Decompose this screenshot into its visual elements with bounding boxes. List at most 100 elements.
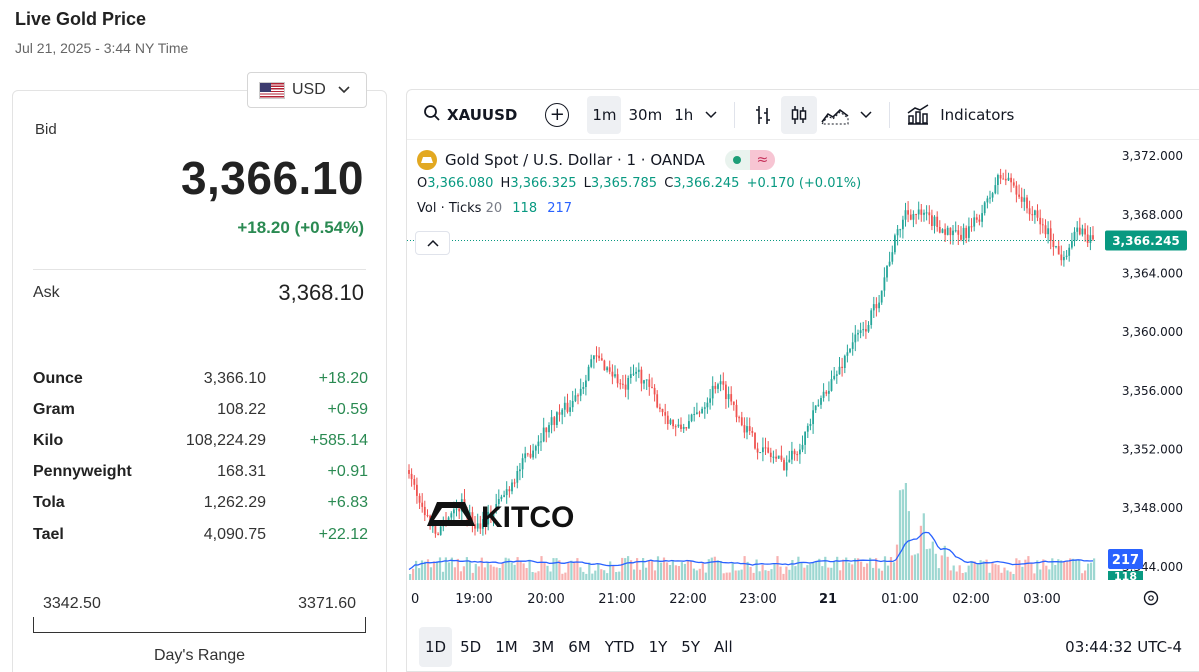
- range-ytd[interactable]: YTD: [604, 637, 635, 656]
- candle-body: [946, 227, 949, 235]
- unit-change: +6.83: [327, 494, 368, 512]
- price-chart[interactable]: 3,372.000 3,368.000 3,364.000 3,360.000 3,35…: [407, 90, 1199, 620]
- bars-style-button[interactable]: [745, 96, 781, 134]
- volume-bar: [898, 490, 902, 580]
- volume-bar: [432, 561, 436, 580]
- candle-body: [418, 495, 421, 503]
- volume-bar: [689, 560, 692, 580]
- candle-body: [920, 209, 923, 215]
- candle-body: [688, 421, 690, 429]
- volume-bar: [952, 565, 955, 580]
- collapse-legend-button[interactable]: [415, 231, 450, 255]
- range-all[interactable]: All: [714, 637, 733, 656]
- candle-body: [941, 229, 944, 233]
- candle-body: [904, 210, 907, 220]
- range-1m[interactable]: 1M: [495, 637, 518, 656]
- volume-bar: [606, 573, 609, 580]
- volume-bar: [642, 558, 645, 580]
- candle-body: [495, 504, 498, 511]
- volume-bar: [806, 565, 809, 580]
- unit-row: Kilo 108,224.29 +585.14: [33, 425, 369, 456]
- volume-bar: [886, 565, 890, 580]
- volume-bar: [486, 562, 489, 580]
- candle-body: [991, 193, 994, 198]
- candle-body: [542, 427, 545, 442]
- plus-icon: +: [549, 103, 565, 125]
- indicators-button[interactable]: Indicators: [906, 96, 1014, 134]
- candle-body: [1010, 177, 1012, 183]
- candle-body: [458, 508, 461, 512]
- unit-change: +585.14: [309, 431, 368, 449]
- candle-body: [709, 398, 711, 403]
- unit-price: 168.31: [217, 463, 266, 481]
- volume-bar: [710, 557, 713, 580]
- volume-bar: [600, 569, 603, 580]
- volume-bar: [830, 567, 833, 580]
- volume-bar: [851, 564, 854, 580]
- candle-body: [608, 367, 611, 372]
- candle-body: [595, 355, 598, 357]
- candle-body: [1078, 227, 1081, 235]
- interval-dropdown-button[interactable]: [698, 96, 724, 134]
- volume-bar: [776, 556, 779, 580]
- volume-bar: [857, 558, 860, 580]
- candle-body: [740, 417, 743, 426]
- candle-body: [434, 525, 437, 534]
- volume-bar: [737, 570, 740, 580]
- candle-body: [973, 217, 976, 227]
- chart-type-dropdown-button[interactable]: [853, 96, 879, 134]
- volume-bar: [752, 572, 755, 580]
- currency-select[interactable]: USD: [247, 72, 367, 108]
- volume-bar: [420, 560, 424, 580]
- ask-label: Ask: [33, 284, 60, 301]
- candle-body: [561, 409, 564, 415]
- range-6m[interactable]: 6M: [568, 637, 591, 656]
- symbol-search-button[interactable]: XAUUSD: [423, 96, 517, 134]
- volume-bar: [842, 559, 845, 580]
- candles-style-button[interactable]: [781, 95, 818, 134]
- candle-body: [566, 402, 569, 412]
- candle-body: [421, 502, 424, 507]
- interval-1m[interactable]: 1m: [587, 95, 622, 134]
- price-tick-label: 3,360.000: [1122, 325, 1183, 339]
- candle-body: [1004, 178, 1007, 181]
- candle-body: [703, 407, 706, 409]
- volume-bar: [549, 571, 552, 580]
- volume-bar: [594, 570, 597, 580]
- volume-bar: [636, 558, 639, 580]
- time-tick-label: 22:00: [669, 592, 706, 607]
- range-3m[interactable]: 3M: [531, 637, 555, 656]
- candle-body: [936, 216, 939, 227]
- interval-1h[interactable]: 1h: [674, 105, 694, 124]
- area-style-button[interactable]: [817, 96, 853, 134]
- bar-chart-style-icon: [756, 105, 771, 124]
- volume-bar: [1024, 559, 1027, 580]
- volume-bar: [558, 560, 561, 580]
- volume-bar: [546, 565, 549, 580]
- unit-price: 108.22: [217, 400, 266, 418]
- market-status-badge[interactable]: ≈: [724, 150, 775, 170]
- range-1d[interactable]: 1D: [419, 626, 453, 667]
- volume-bar: [854, 558, 857, 580]
- candle-body: [1055, 246, 1057, 248]
- interval-30m[interactable]: 30m: [628, 105, 663, 124]
- candle-body: [835, 374, 838, 376]
- candle-body: [503, 495, 505, 497]
- range-5d[interactable]: 5D: [460, 637, 482, 656]
- candle-body: [1026, 197, 1028, 209]
- candle-body: [938, 227, 941, 233]
- volume-bar: [877, 568, 881, 580]
- chart-clock[interactable]: 03:44:32 UTC-4: [1065, 637, 1182, 656]
- volume-bar: [928, 548, 931, 580]
- volume-bar: [564, 572, 567, 580]
- candle-body: [1015, 185, 1018, 195]
- range-5y[interactable]: 5Y: [681, 637, 701, 656]
- volume-bar: [513, 564, 516, 580]
- range-1y[interactable]: 1Y: [648, 637, 668, 656]
- candle-body: [1049, 228, 1052, 241]
- candle-body: [600, 358, 603, 361]
- compare-symbol-button[interactable]: +: [545, 102, 570, 127]
- unit-row: Pennyweight 168.31 +0.91: [33, 457, 369, 488]
- volume-bar: [501, 562, 504, 580]
- volume-bar: [1084, 570, 1087, 580]
